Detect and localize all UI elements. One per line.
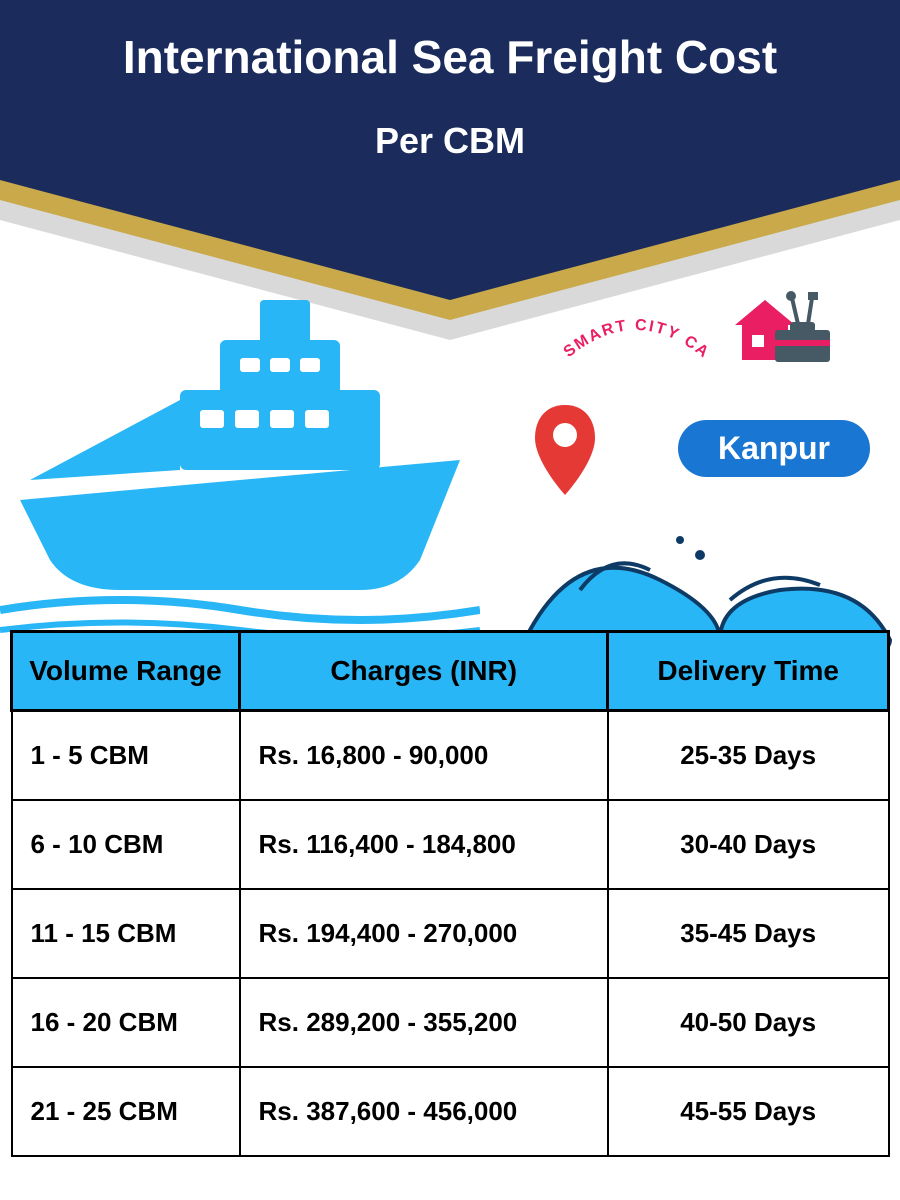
pricing-table: Volume Range Charges (INR) Delivery Time… <box>10 630 890 1157</box>
table-row: 21 - 25 CBM Rs. 387,600 - 456,000 45-55 … <box>12 1067 889 1156</box>
cell-volume: 1 - 5 CBM <box>12 711 240 801</box>
cell-volume: 11 - 15 CBM <box>12 889 240 978</box>
cell-volume: 21 - 25 CBM <box>12 1067 240 1156</box>
table-row: 16 - 20 CBM Rs. 289,200 - 355,200 40-50 … <box>12 978 889 1067</box>
page-subtitle: Per CBM <box>0 120 900 162</box>
cell-charges: Rs. 289,200 - 355,200 <box>240 978 608 1067</box>
svg-text:SMART CITY CARE: SMART CITY CARE <box>556 310 713 362</box>
cell-volume: 16 - 20 CBM <box>12 978 240 1067</box>
table-header-row: Volume Range Charges (INR) Delivery Time <box>12 632 889 711</box>
cell-delivery: 25-35 Days <box>608 711 889 801</box>
cell-charges: Rs. 16,800 - 90,000 <box>240 711 608 801</box>
brand-logo: SMART CITY CARE <box>556 280 840 375</box>
cell-charges: Rs. 116,400 - 184,800 <box>240 800 608 889</box>
cell-delivery: 40-50 Days <box>608 978 889 1067</box>
col-header-delivery: Delivery Time <box>608 632 889 711</box>
cell-charges: Rs. 387,600 - 456,000 <box>240 1067 608 1156</box>
col-header-volume: Volume Range <box>12 632 240 711</box>
cell-delivery: 35-45 Days <box>608 889 889 978</box>
logo-arc-text: SMART CITY CARE <box>556 310 716 370</box>
cell-delivery: 30-40 Days <box>608 800 889 889</box>
location-pin-icon <box>530 400 600 500</box>
logo-house-toolbox-icon <box>720 280 840 370</box>
table-row: 1 - 5 CBM Rs. 16,800 - 90,000 25-35 Days <box>12 711 889 801</box>
ship-icon <box>0 280 480 640</box>
table-row: 6 - 10 CBM Rs. 116,400 - 184,800 30-40 D… <box>12 800 889 889</box>
cell-charges: Rs. 194,400 - 270,000 <box>240 889 608 978</box>
col-header-charges: Charges (INR) <box>240 632 608 711</box>
cell-volume: 6 - 10 CBM <box>12 800 240 889</box>
city-badge: Kanpur <box>678 420 870 477</box>
page-title: International Sea Freight Cost <box>0 30 900 84</box>
table-row: 11 - 15 CBM Rs. 194,400 - 270,000 35-45 … <box>12 889 889 978</box>
cell-delivery: 45-55 Days <box>608 1067 889 1156</box>
